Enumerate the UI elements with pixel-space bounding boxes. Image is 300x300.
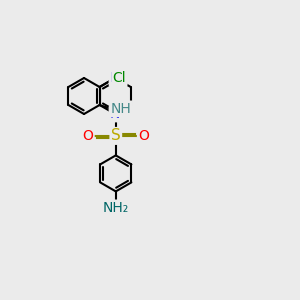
Text: S: S	[111, 128, 121, 143]
Text: NH: NH	[111, 102, 132, 116]
Text: Cl: Cl	[112, 71, 126, 85]
Text: N: N	[110, 107, 120, 121]
Text: O: O	[82, 129, 93, 143]
Text: NH₂: NH₂	[103, 201, 129, 215]
Text: N: N	[110, 71, 120, 85]
Text: O: O	[138, 129, 149, 143]
